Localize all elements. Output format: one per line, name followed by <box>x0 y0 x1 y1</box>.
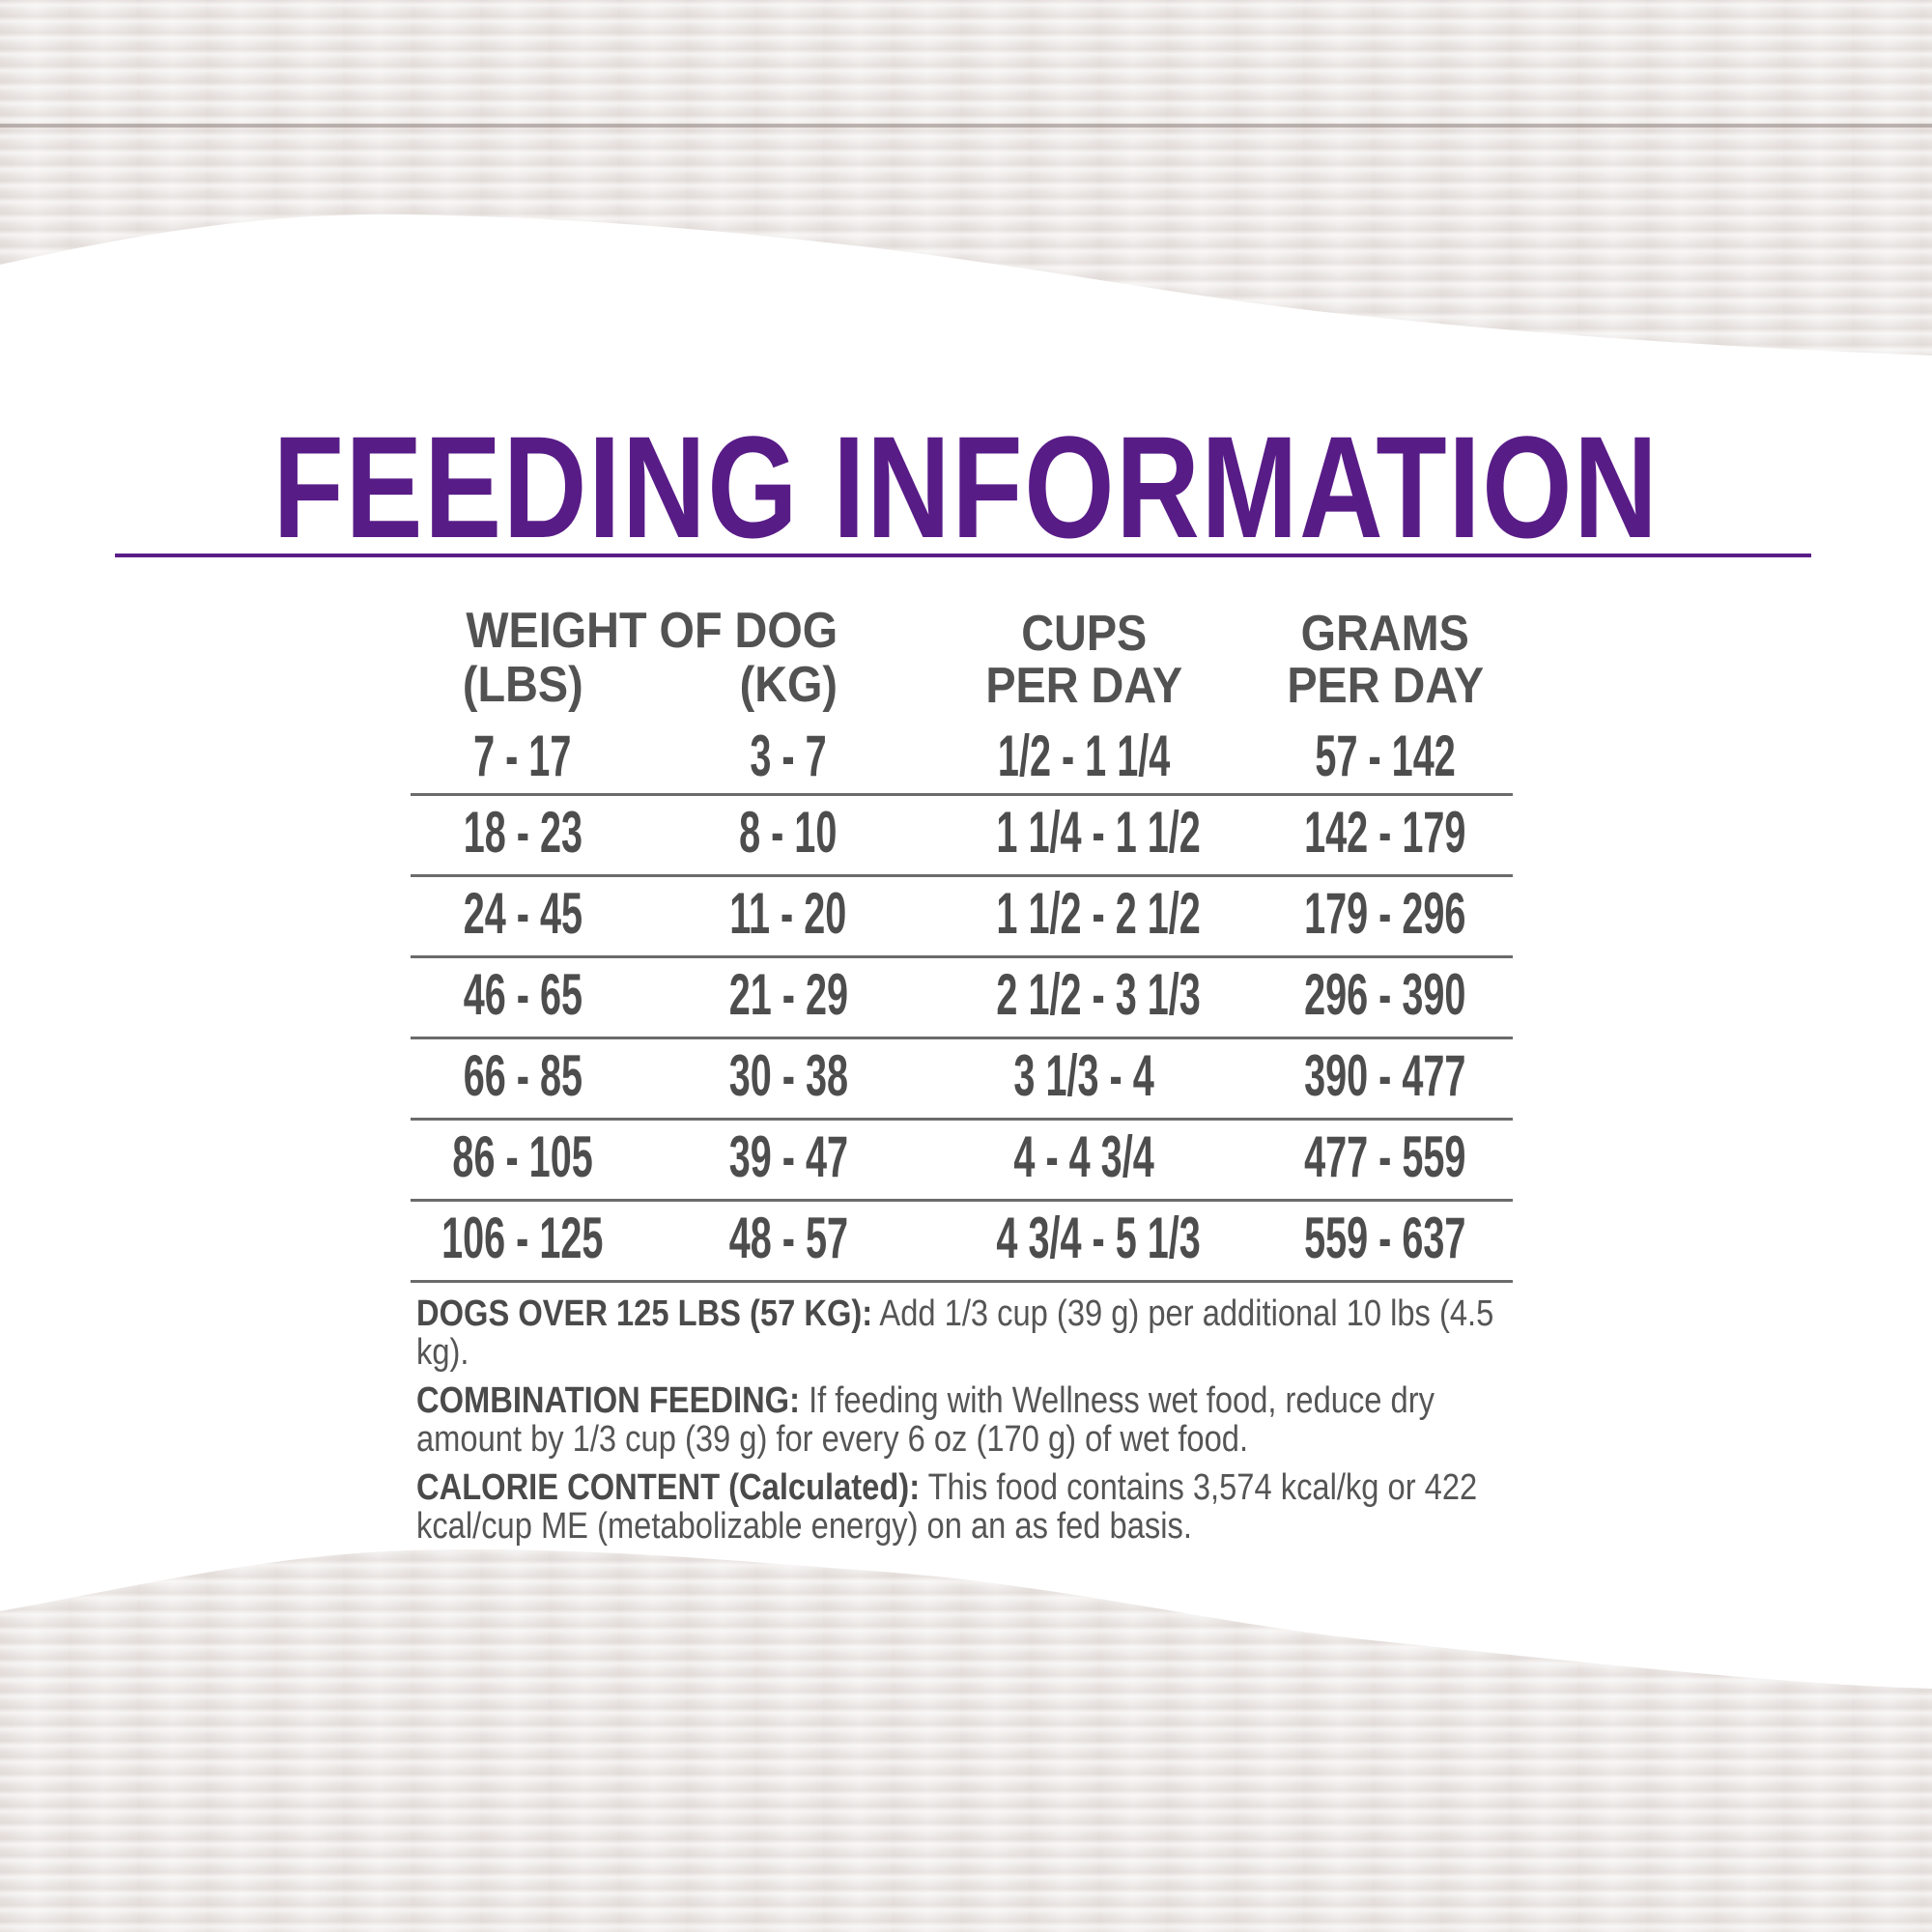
cell-lbs: 66 - 85 <box>383 1039 663 1113</box>
table-row: 7 - 17 3 - 7 1/2 - 1 1/4 57 - 142 <box>411 720 1513 796</box>
header-grams-text: GRAMS <box>1300 606 1470 662</box>
cell-grams-text: 559 - 637 <box>1304 1206 1466 1270</box>
cell-cups: 2 1/2 - 3 1/3 <box>944 958 1224 1032</box>
cell-lbs-text: 46 - 65 <box>463 962 582 1027</box>
cell-kg: 3 - 7 <box>648 720 928 793</box>
cell-lbs-text: 66 - 85 <box>463 1043 582 1108</box>
cell-grams: 142 - 179 <box>1245 796 1525 869</box>
cell-kg: 21 - 29 <box>648 958 928 1032</box>
cell-kg-text: 21 - 29 <box>728 962 848 1027</box>
cell-lbs: 7 - 17 <box>383 720 663 793</box>
cell-grams-text: 179 - 296 <box>1304 881 1466 946</box>
note-text: This food contains 3,574 kcal/kg or 422 … <box>416 1467 1478 1547</box>
cell-cups-text: 2 1/2 - 3 1/3 <box>996 962 1201 1027</box>
cell-kg: 8 - 10 <box>648 796 928 869</box>
cell-lbs-text: 106 - 125 <box>441 1206 604 1270</box>
header-grams: GRAMS <box>1248 608 1522 660</box>
note-over-125: DOGS OVER 125 LBS (57 KG): Add 1/3 cup (… <box>416 1294 1496 1372</box>
cell-kg-text: 30 - 38 <box>728 1043 848 1108</box>
cell-grams: 179 - 296 <box>1245 877 1525 951</box>
cell-kg-text: 3 - 7 <box>750 724 827 788</box>
cell-kg: 11 - 20 <box>648 877 928 951</box>
header-kg: (KG) <box>692 659 885 711</box>
note-label: COMBINATION FEEDING: <box>416 1380 800 1421</box>
table-row: 18 - 23 8 - 10 1 1/4 - 1 1/2 142 - 179 <box>411 796 1513 877</box>
cell-kg-text: 39 - 47 <box>728 1124 848 1189</box>
cell-cups: 1 1/4 - 1 1/2 <box>944 796 1224 869</box>
cell-grams: 296 - 390 <box>1245 958 1525 1032</box>
table-row: 24 - 45 11 - 20 1 1/2 - 2 1/2 179 - 296 <box>411 877 1513 958</box>
cell-grams: 390 - 477 <box>1245 1039 1525 1113</box>
cell-lbs: 46 - 65 <box>383 958 663 1032</box>
cell-kg-text: 11 - 20 <box>729 881 847 946</box>
cell-grams-text: 142 - 179 <box>1304 800 1466 865</box>
header-cups: CUPS <box>947 608 1221 660</box>
header-weight-text: WEIGHT OF DOG <box>466 603 838 659</box>
cell-cups: 3 1/3 - 4 <box>944 1039 1224 1113</box>
page-title: FEEDING INFORMATION <box>272 406 1660 568</box>
cell-lbs-text: 18 - 23 <box>463 800 582 865</box>
note-label: CALORIE CONTENT (Calculated): <box>416 1467 921 1508</box>
cell-grams: 477 - 559 <box>1245 1121 1525 1194</box>
cell-cups: 1/2 - 1 1/4 <box>944 720 1224 793</box>
cell-lbs: 106 - 125 <box>383 1202 663 1275</box>
cell-cups-text: 4 - 4 3/4 <box>1013 1124 1154 1189</box>
cell-lbs: 18 - 23 <box>383 796 663 869</box>
table-row: 86 - 105 39 - 47 4 - 4 3/4 477 - 559 <box>411 1121 1513 1202</box>
header-grams-per-day-text: PER DAY <box>1287 658 1484 714</box>
cell-grams-text: 390 - 477 <box>1304 1043 1466 1108</box>
feeding-table: 7 - 17 3 - 7 1/2 - 1 1/4 57 - 142 18 - 23 8 -… <box>411 720 1513 1283</box>
table-row: 66 - 85 30 - 38 3 1/3 - 4 390 - 477 <box>411 1039 1513 1121</box>
header-lbs: (LBS) <box>426 659 619 711</box>
header-kg-text: (KG) <box>739 657 838 713</box>
cell-lbs-text: 24 - 45 <box>463 881 582 946</box>
cell-cups-text: 1/2 - 1 1/4 <box>997 724 1171 788</box>
cell-cups: 4 - 4 3/4 <box>944 1121 1224 1194</box>
title-divider <box>115 554 1811 557</box>
note-text: If feeding with Wellness wet food, reduc… <box>416 1380 1435 1460</box>
cell-grams: 57 - 142 <box>1245 720 1525 793</box>
cell-cups-text: 3 1/3 - 4 <box>1013 1043 1154 1108</box>
header-lbs-text: (LBS) <box>462 657 583 713</box>
note-combination-feeding: COMBINATION FEEDING: If feeding with Wel… <box>416 1381 1496 1459</box>
cell-grams-text: 57 - 142 <box>1315 724 1456 788</box>
note-label: DOGS OVER 125 LBS (57 KG): <box>416 1293 873 1334</box>
cell-cups: 1 1/2 - 2 1/2 <box>944 877 1224 951</box>
plank-seam <box>0 124 1932 128</box>
cell-kg: 39 - 47 <box>648 1121 928 1194</box>
header-cups-text: CUPS <box>1020 606 1148 662</box>
cell-kg-text: 8 - 10 <box>739 800 838 865</box>
header-cups-per-day: PER DAY <box>947 660 1221 712</box>
cell-grams-text: 477 - 559 <box>1304 1124 1466 1189</box>
cell-kg: 48 - 57 <box>648 1202 928 1275</box>
header-weight: WEIGHT OF DOG <box>435 605 869 657</box>
cell-grams: 559 - 637 <box>1245 1202 1525 1275</box>
cell-cups-text: 4 3/4 - 5 1/3 <box>996 1206 1201 1270</box>
cell-lbs: 86 - 105 <box>383 1121 663 1194</box>
cell-kg: 30 - 38 <box>648 1039 928 1113</box>
cell-cups-text: 1 1/4 - 1 1/2 <box>996 800 1201 865</box>
feeding-notes: DOGS OVER 125 LBS (57 KG): Add 1/3 cup (… <box>416 1294 1496 1555</box>
table-row: 106 - 125 48 - 57 4 3/4 - 5 1/3 559 - 637 <box>411 1202 1513 1283</box>
cell-cups-text: 1 1/2 - 2 1/2 <box>996 881 1201 946</box>
cell-lbs-text: 86 - 105 <box>452 1124 593 1189</box>
cell-lbs-text: 7 - 17 <box>473 724 572 788</box>
header-grams-per-day: PER DAY <box>1248 660 1522 712</box>
cell-cups: 4 3/4 - 5 1/3 <box>944 1202 1224 1275</box>
note-text: Add 1/3 cup (39 g) per additional 10 lbs… <box>416 1293 1494 1373</box>
cell-grams-text: 296 - 390 <box>1304 962 1466 1027</box>
cell-kg-text: 48 - 57 <box>728 1206 848 1270</box>
note-calorie-content: CALORIE CONTENT (Calculated): This food … <box>416 1468 1496 1546</box>
table-row: 46 - 65 21 - 29 2 1/2 - 3 1/3 296 - 390 <box>411 958 1513 1039</box>
header-cups-per-day-text: PER DAY <box>985 658 1182 714</box>
cell-lbs: 24 - 45 <box>383 877 663 951</box>
